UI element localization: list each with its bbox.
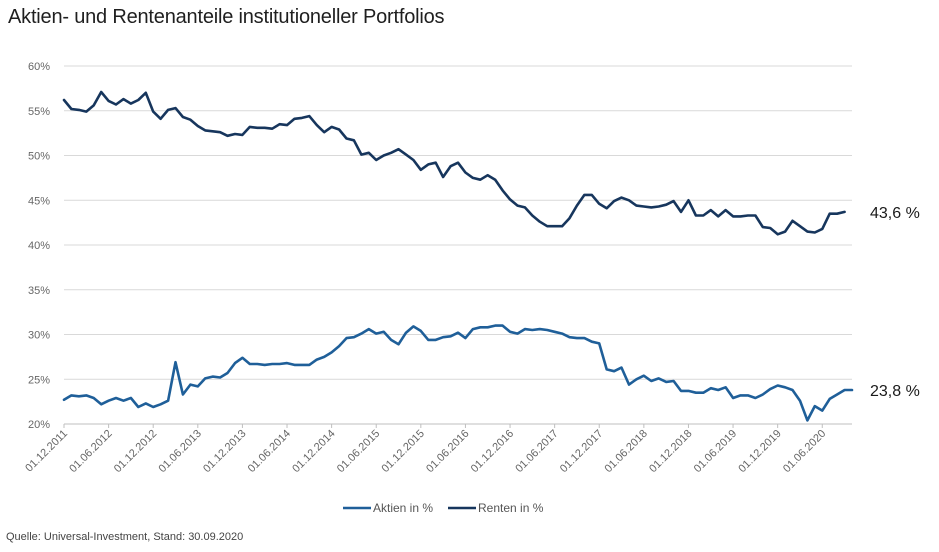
legend-label: Aktien in % — [373, 501, 433, 515]
x-tick-label: 01.12.2013 — [201, 428, 248, 475]
x-tick-label: 01.06.2017 — [513, 428, 560, 475]
x-tick-label: 01.12.2018 — [647, 428, 694, 475]
y-tick-label: 20% — [28, 419, 50, 431]
y-tick-label: 40% — [28, 240, 50, 252]
x-tick-label: 01.06.2013 — [157, 428, 204, 475]
x-tick-label: 01.12.2017 — [558, 428, 605, 475]
x-tick-label: 01.12.2019 — [736, 428, 783, 475]
end-labels: 23,8 % 43,6 % — [870, 205, 920, 400]
y-axis: 20% 25% 30% 35% 40% 45% 50% 55% 60% — [28, 61, 50, 431]
y-tick-label: 35% — [28, 285, 50, 297]
series-line-aktien — [62, 324, 854, 422]
end-label-aktien: 23,8 % — [870, 383, 920, 400]
x-tick-label: 01.12.2015 — [380, 428, 427, 475]
end-label-renten: 43,6 % — [870, 205, 920, 222]
y-tick-label: 45% — [28, 195, 50, 207]
y-tick-label: 30% — [28, 330, 50, 342]
x-tick-label: 01.06.2019 — [692, 428, 739, 475]
chart-title: Aktien- und Rentenanteile institutionell… — [8, 6, 445, 28]
x-tick-label: 01.06.2012 — [67, 428, 114, 475]
legend-item-renten: Renten in % — [448, 501, 544, 515]
gridlines — [64, 65, 852, 425]
x-axis: 01.12.201101.06.201201.12.201201.06.2013… — [23, 424, 828, 475]
x-tick-label: 01.06.2015 — [335, 428, 382, 475]
legend-label: Renten in % — [478, 501, 544, 515]
y-tick-label: 60% — [28, 61, 50, 73]
x-tick-label: 01.12.2014 — [290, 428, 337, 475]
x-tick-label: 01.06.2020 — [781, 428, 828, 475]
y-tick-label: 25% — [28, 374, 50, 386]
legend: Aktien in % Renten in % — [343, 501, 544, 515]
x-tick-label: 01.06.2016 — [424, 428, 471, 475]
legend-item-aktien: Aktien in % — [343, 501, 433, 515]
x-tick-label: 01.06.2018 — [603, 428, 650, 475]
series-layer — [62, 90, 854, 422]
series-line-renten — [62, 90, 846, 236]
x-tick-label: 01.12.2016 — [469, 428, 516, 475]
y-tick-label: 50% — [28, 151, 50, 163]
x-tick-label: 01.06.2014 — [246, 428, 293, 475]
y-tick-label: 55% — [28, 106, 50, 118]
source-note: Quelle: Universal-Investment, Stand: 30.… — [6, 531, 244, 543]
x-tick-label: 01.12.2011 — [23, 428, 70, 475]
x-tick-label: 01.12.2012 — [112, 428, 159, 475]
